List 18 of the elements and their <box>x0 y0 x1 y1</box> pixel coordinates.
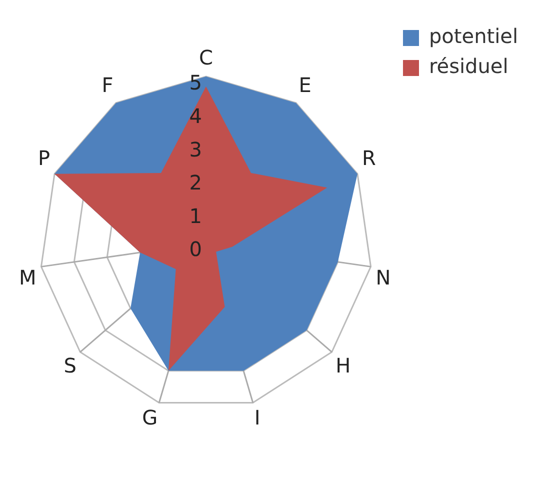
spoke-label: H <box>336 354 351 378</box>
spoke-label: M <box>18 266 36 290</box>
spoke-label: F <box>102 72 114 97</box>
spoke-label: N <box>376 266 391 290</box>
legend-label: potentiel <box>428 24 518 48</box>
y-tick-label: 2 <box>189 170 202 195</box>
spoke-label: S <box>64 354 76 378</box>
spoke-label: C <box>199 46 213 70</box>
y-tick-label: 0 <box>189 237 202 262</box>
spoke-label: P <box>38 146 50 170</box>
spoke-label: G <box>142 406 158 430</box>
spoke-label: R <box>362 146 376 170</box>
y-tick-label: 4 <box>189 104 202 128</box>
spoke-label: I <box>254 406 260 430</box>
y-tick-label: 1 <box>189 204 202 228</box>
legend-label: résiduel <box>428 54 508 78</box>
spoke-label: E <box>298 72 312 97</box>
y-tick-label: 3 <box>189 137 202 162</box>
